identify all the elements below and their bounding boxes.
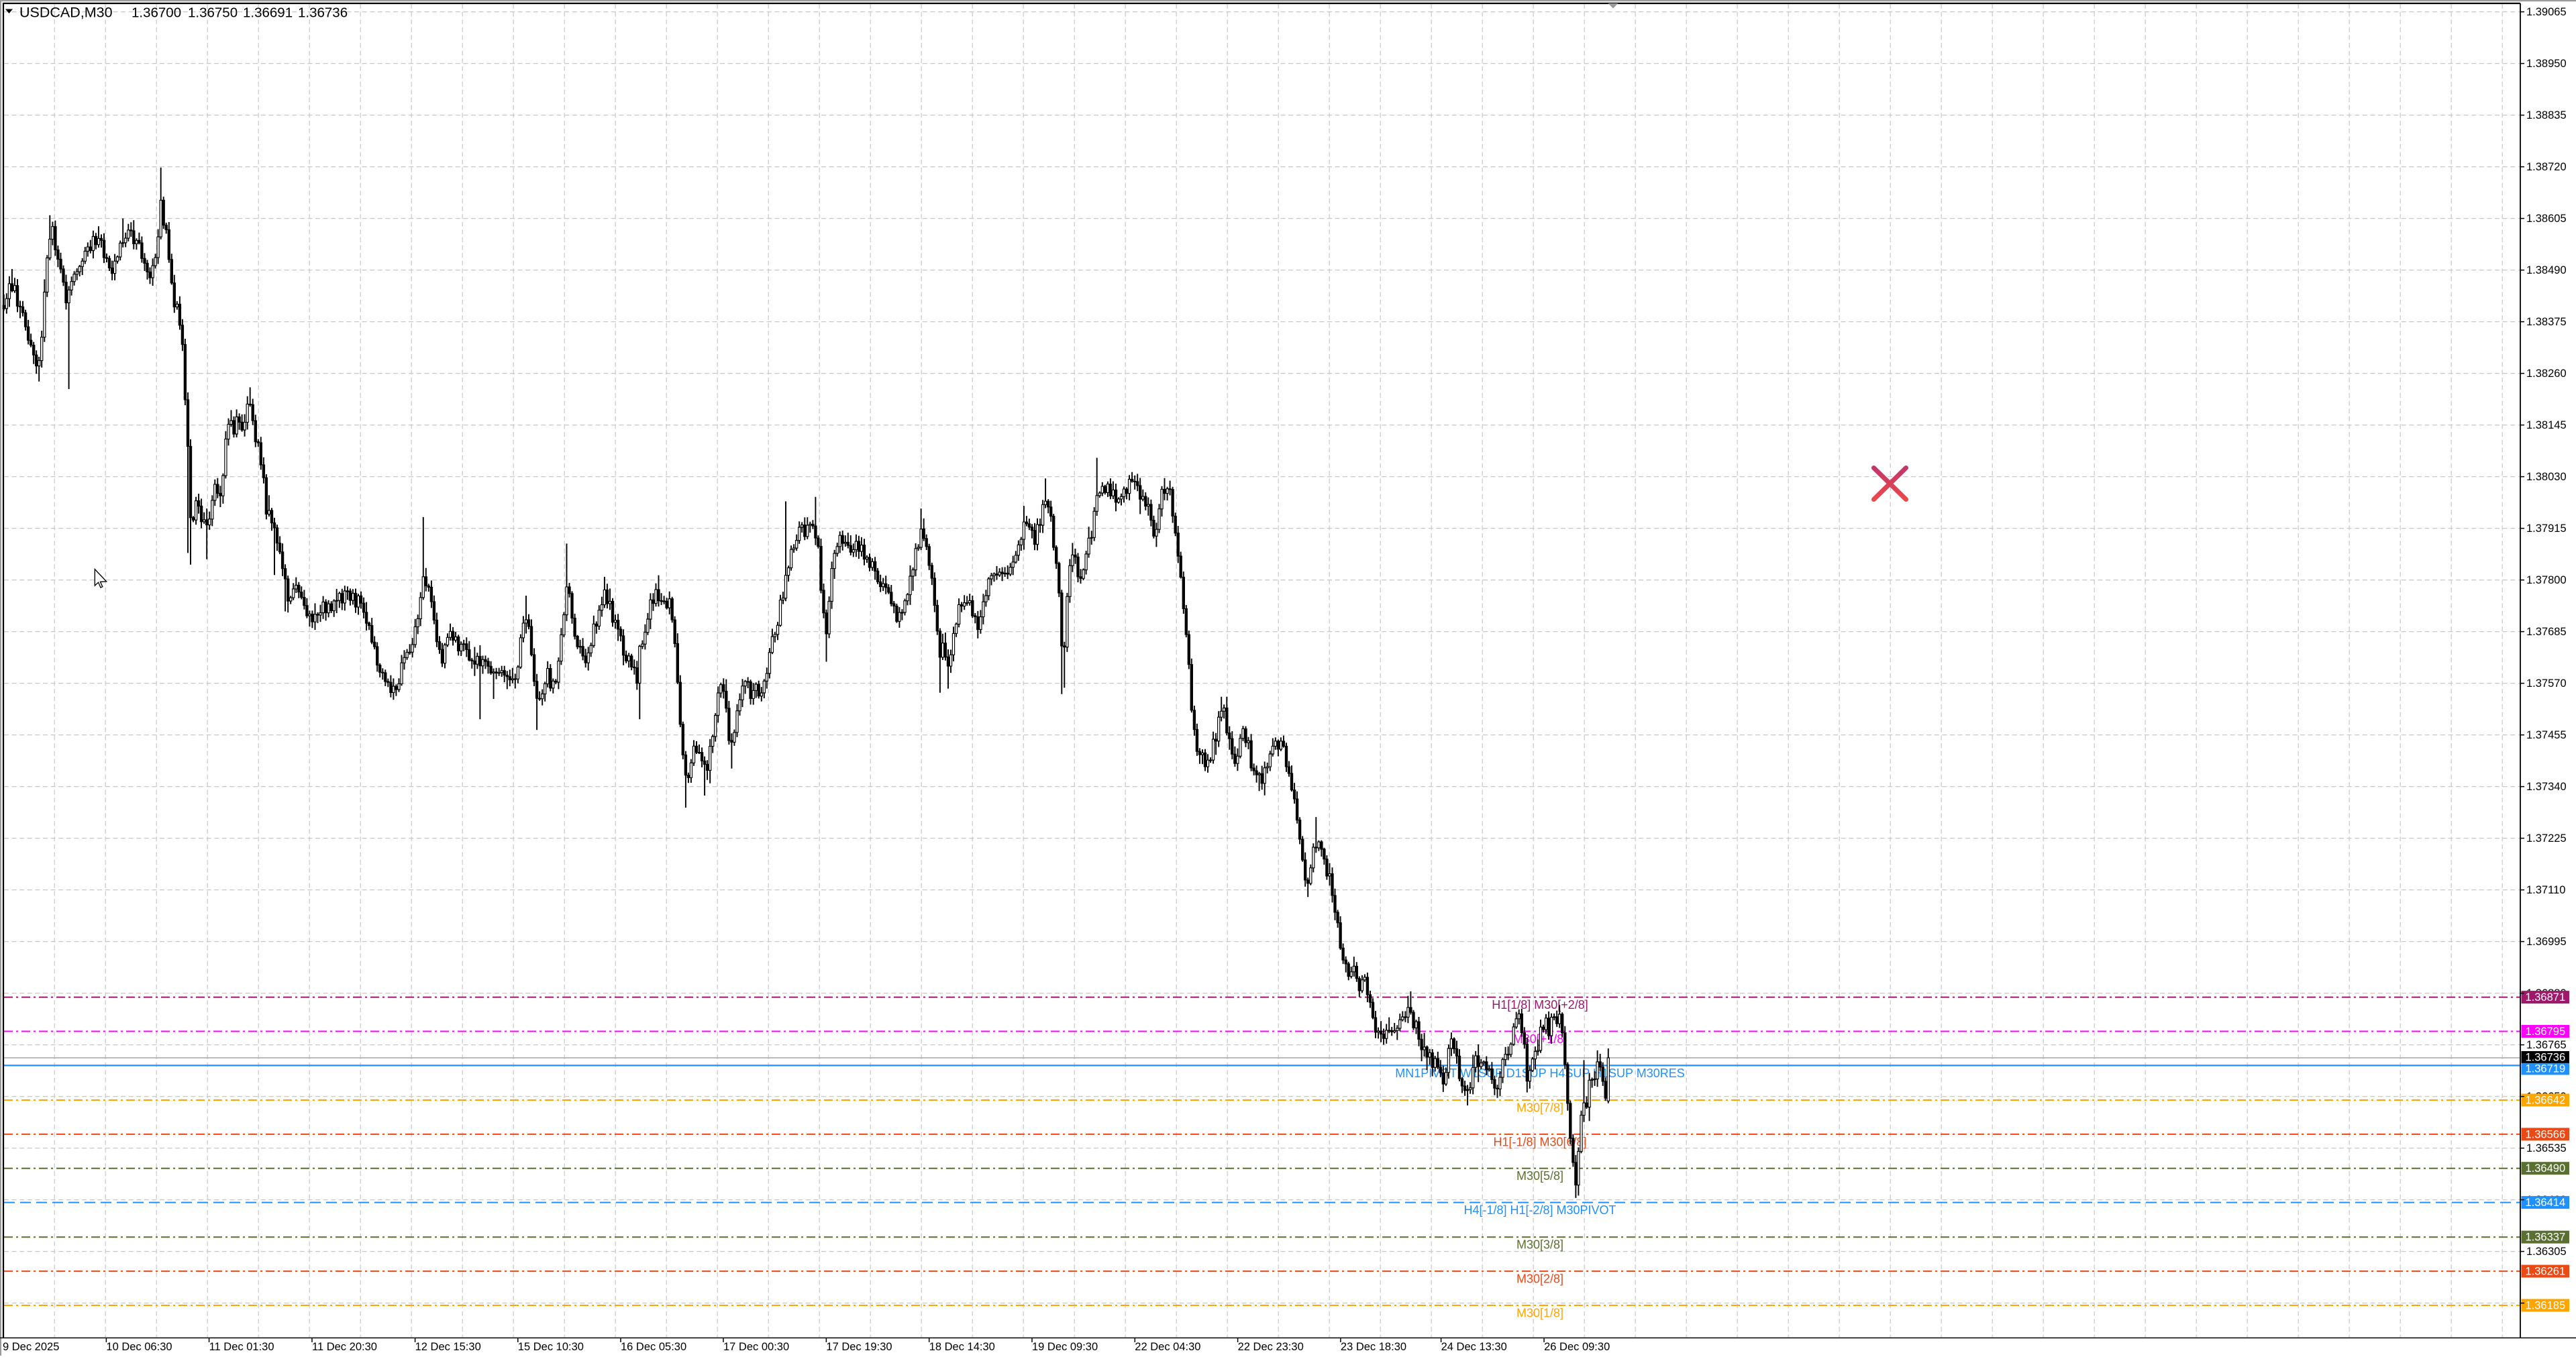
svg-text:1.37685: 1.37685 bbox=[2526, 626, 2567, 638]
svg-text:1.39065: 1.39065 bbox=[2526, 6, 2567, 18]
svg-text:1.37455: 1.37455 bbox=[2526, 729, 2567, 741]
svg-text:1.36871: 1.36871 bbox=[2526, 991, 2566, 1003]
svg-text:1.36765: 1.36765 bbox=[2526, 1039, 2567, 1051]
svg-text:24 Dec 13:30: 24 Dec 13:30 bbox=[1441, 1341, 1507, 1353]
svg-text:H1[1/8] M30[+2/8]: H1[1/8] M30[+2/8] bbox=[1492, 998, 1588, 1012]
svg-text:11 Dec 20:30: 11 Dec 20:30 bbox=[312, 1341, 377, 1353]
svg-text:1.36642: 1.36642 bbox=[2526, 1095, 2566, 1107]
svg-text:1.36261: 1.36261 bbox=[2526, 1266, 2566, 1278]
svg-text:1.37340: 1.37340 bbox=[2526, 781, 2567, 793]
svg-text:1.38145: 1.38145 bbox=[2526, 419, 2567, 431]
svg-text:1.36490: 1.36490 bbox=[2526, 1162, 2566, 1175]
svg-text:11 Dec 01:30: 11 Dec 01:30 bbox=[209, 1341, 274, 1353]
svg-text:USDCAD,M30: USDCAD,M30 bbox=[19, 5, 113, 21]
svg-text:M30[2/8]: M30[2/8] bbox=[1516, 1272, 1563, 1286]
svg-text:1.36736: 1.36736 bbox=[298, 5, 348, 21]
svg-text:1.36750: 1.36750 bbox=[188, 5, 238, 21]
svg-text:1.37225: 1.37225 bbox=[2526, 832, 2567, 845]
svg-text:10 Dec 06:30: 10 Dec 06:30 bbox=[106, 1341, 172, 1353]
svg-text:1.36795: 1.36795 bbox=[2526, 1026, 2566, 1038]
svg-text:15 Dec 10:30: 15 Dec 10:30 bbox=[518, 1341, 584, 1353]
svg-text:M30[7/8]: M30[7/8] bbox=[1516, 1101, 1563, 1115]
svg-text:1.38605: 1.38605 bbox=[2526, 213, 2567, 225]
svg-text:1.37915: 1.37915 bbox=[2526, 523, 2567, 535]
svg-text:1.38030: 1.38030 bbox=[2526, 471, 2567, 483]
svg-text:1.36700: 1.36700 bbox=[132, 5, 181, 21]
svg-text:1.36691: 1.36691 bbox=[243, 5, 293, 21]
svg-text:1.36736: 1.36736 bbox=[2526, 1052, 2566, 1064]
svg-text:1.37110: 1.37110 bbox=[2526, 884, 2565, 896]
svg-text:H4[-1/8] H1[-2/8] M30PIVOT: H4[-1/8] H1[-2/8] M30PIVOT bbox=[1463, 1203, 1616, 1217]
svg-text:17 Dec 00:30: 17 Dec 00:30 bbox=[723, 1341, 789, 1353]
svg-text:1.36566: 1.36566 bbox=[2526, 1128, 2566, 1140]
svg-text:1.38490: 1.38490 bbox=[2526, 264, 2567, 276]
svg-text:22 Dec 04:30: 22 Dec 04:30 bbox=[1135, 1341, 1200, 1353]
svg-text:19 Dec 09:30: 19 Dec 09:30 bbox=[1032, 1341, 1098, 1353]
svg-text:1.36305: 1.36305 bbox=[2526, 1246, 2567, 1258]
svg-text:22 Dec 23:30: 22 Dec 23:30 bbox=[1238, 1341, 1304, 1353]
svg-text:18 Dec 14:30: 18 Dec 14:30 bbox=[929, 1341, 995, 1353]
svg-text:1.36414: 1.36414 bbox=[2526, 1197, 2566, 1209]
svg-text:M30[1/8]: M30[1/8] bbox=[1516, 1307, 1563, 1320]
svg-text:1.37800: 1.37800 bbox=[2526, 574, 2567, 586]
svg-text:1.36719: 1.36719 bbox=[2526, 1063, 2566, 1075]
svg-text:1.38720: 1.38720 bbox=[2526, 161, 2567, 173]
svg-text:1.38260: 1.38260 bbox=[2526, 368, 2567, 380]
svg-text:26 Dec 09:30: 26 Dec 09:30 bbox=[1544, 1341, 1610, 1353]
svg-text:1.38950: 1.38950 bbox=[2526, 58, 2567, 70]
svg-text:16 Dec 05:30: 16 Dec 05:30 bbox=[621, 1341, 686, 1353]
svg-text:1.36337: 1.36337 bbox=[2526, 1232, 2566, 1244]
svg-text:23 Dec 18:30: 23 Dec 18:30 bbox=[1341, 1341, 1406, 1353]
svg-text:12 Dec 15:30: 12 Dec 15:30 bbox=[415, 1341, 481, 1353]
svg-text:1.36185: 1.36185 bbox=[2526, 1300, 2566, 1312]
svg-text:1.37570: 1.37570 bbox=[2526, 677, 2567, 690]
svg-text:1.36995: 1.36995 bbox=[2526, 936, 2567, 948]
svg-text:M30[5/8]: M30[5/8] bbox=[1516, 1169, 1563, 1183]
svg-text:9 Dec 2025: 9 Dec 2025 bbox=[3, 1341, 59, 1353]
svg-text:MN1PIVOT W1SUP D1SUP H4SUP H1S: MN1PIVOT W1SUP D1SUP H4SUP H1SUP M30RES bbox=[1395, 1067, 1685, 1080]
svg-text:1.36535: 1.36535 bbox=[2526, 1142, 2567, 1154]
svg-text:17 Dec 19:30: 17 Dec 19:30 bbox=[826, 1341, 892, 1353]
svg-text:1.38835: 1.38835 bbox=[2526, 109, 2567, 121]
svg-text:H1[-1/8] M30[6/8]: H1[-1/8] M30[6/8] bbox=[1493, 1135, 1586, 1148]
svg-text:M30[3/8]: M30[3/8] bbox=[1516, 1238, 1563, 1252]
svg-text:1.38375: 1.38375 bbox=[2526, 316, 2567, 328]
